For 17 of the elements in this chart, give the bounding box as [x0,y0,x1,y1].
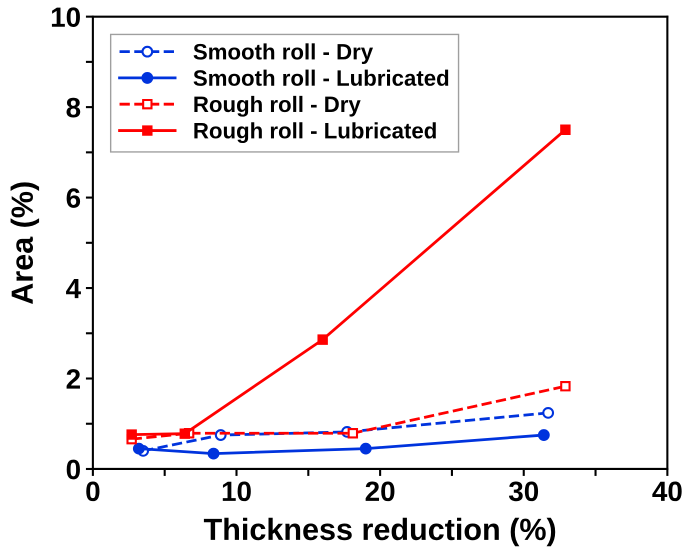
y-tick-label: 2 [66,369,80,389]
y-tick-label: 10 [52,7,80,27]
y-tick-label: 8 [66,98,80,118]
x-axis-title: Thickness reduction (%) [204,518,556,546]
x-tick-label: 30 [508,482,538,502]
x-tick-label: 0 [86,482,100,502]
legend-label: Smooth roll - Lubricated [194,70,448,86]
y-tick-label: 6 [66,188,80,208]
x-tick-label: 40 [652,482,682,502]
y-tick-label: 4 [66,279,81,298]
y-tick-label: 0 [66,460,80,480]
legend-label: Rough roll - Dry [194,96,361,117]
x-tick-label: 10 [222,482,251,502]
legend-label: Smooth roll - Dry [194,43,374,64]
x-tick-label: 20 [366,482,394,502]
y-axis-title: Area (%) [10,182,40,304]
legend-label: Rough roll - Lubricated [194,122,436,144]
